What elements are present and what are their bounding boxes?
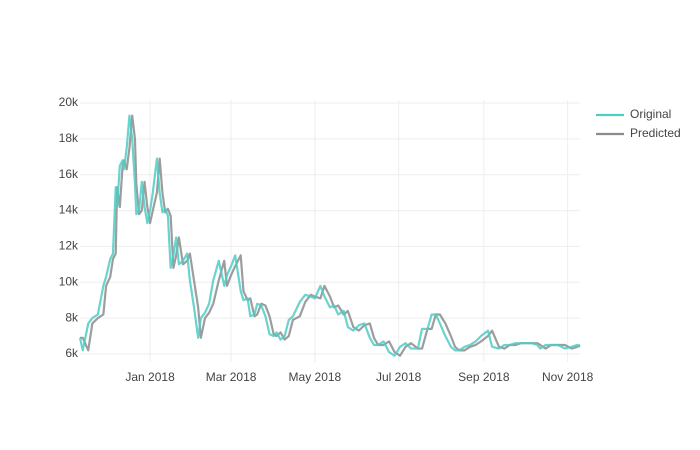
series-line (80, 114, 581, 357)
y-tick-label: 6k (65, 346, 79, 360)
x-tick-label: Mar 2018 (206, 370, 257, 384)
x-tick-label: May 2018 (289, 370, 342, 384)
y-tick-label: 14k (59, 203, 79, 217)
x-tick-label: Sep 2018 (458, 370, 510, 384)
x-tick-label: Nov 2018 (542, 370, 594, 384)
x-tick-label: Jul 2018 (376, 370, 422, 384)
y-tick-label: 12k (59, 239, 79, 253)
legend-label: Original (630, 107, 671, 121)
x-tick-label: Jan 2018 (125, 370, 175, 384)
y-tick-label: 16k (59, 167, 79, 181)
y-tick-label: 20k (59, 95, 79, 109)
y-tick-label: 18k (59, 131, 79, 145)
legend-label: Predicted (630, 126, 681, 140)
y-tick-label: 10k (59, 274, 79, 288)
series-line (78, 114, 581, 357)
y-tick-label: 8k (65, 310, 79, 324)
